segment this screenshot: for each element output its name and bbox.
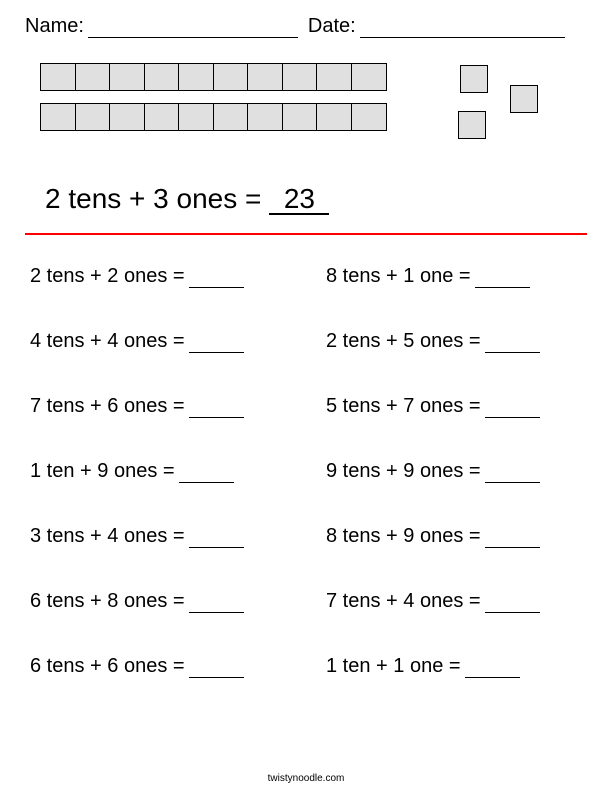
problem: 5 tens + 7 ones = — [326, 395, 582, 418]
name-field: Name: — [25, 15, 298, 38]
tens-strips — [40, 63, 387, 143]
problems-grid: 2 tens + 2 ones = 8 tens + 1 one = 4 tens … — [25, 265, 587, 678]
tens-cell — [282, 63, 318, 91]
ones-box — [458, 111, 486, 139]
problem: 6 tens + 8 ones = — [30, 590, 286, 613]
answer-blank[interactable] — [485, 530, 540, 548]
problem-text: 1 ten + 9 ones = — [30, 460, 175, 483]
problem-text: 9 tens + 9 ones = — [326, 460, 481, 483]
problem-text: 7 tens + 6 ones = — [30, 395, 185, 418]
tens-cell — [213, 103, 249, 131]
problem: 6 tens + 6 ones = — [30, 655, 286, 678]
tens-cell — [144, 103, 180, 131]
answer-blank[interactable] — [485, 595, 540, 613]
footer-credit: twistynoodle.com — [0, 773, 612, 784]
problem: 8 tens + 9 ones = — [326, 525, 582, 548]
date-field: Date: — [308, 15, 565, 38]
answer-blank[interactable] — [189, 660, 244, 678]
problem: 1 ten + 1 one = — [326, 655, 582, 678]
tens-cell — [75, 63, 111, 91]
tens-cell — [178, 63, 214, 91]
problem-text: 8 tens + 1 one = — [326, 265, 471, 288]
tens-cell — [282, 103, 318, 131]
tens-strip — [40, 63, 387, 91]
tens-cell — [40, 103, 76, 131]
tens-cell — [144, 63, 180, 91]
problem: 3 tens + 4 ones = — [30, 525, 286, 548]
problem-text: 1 ten + 1 one = — [326, 655, 461, 678]
problem: 8 tens + 1 one = — [326, 265, 582, 288]
tens-cell — [178, 103, 214, 131]
answer-blank[interactable] — [189, 270, 244, 288]
problem-text: 6 tens + 8 ones = — [30, 590, 185, 613]
answer-blank[interactable] — [485, 335, 540, 353]
problem: 9 tens + 9 ones = — [326, 460, 582, 483]
header-row: Name: Date: — [25, 15, 587, 38]
tens-cell — [109, 103, 145, 131]
tens-cell — [213, 63, 249, 91]
ones-box — [460, 65, 488, 93]
answer-blank[interactable] — [485, 400, 540, 418]
problem: 7 tens + 6 ones = — [30, 395, 286, 418]
tens-cell — [316, 63, 352, 91]
date-input-line[interactable] — [360, 18, 565, 38]
tens-cell — [247, 63, 283, 91]
answer-blank[interactable] — [189, 595, 244, 613]
problem-text: 8 tens + 9 ones = — [326, 525, 481, 548]
date-label: Date: — [308, 15, 356, 38]
problem-text: 4 tens + 4 ones = — [30, 330, 185, 353]
answer-blank[interactable] — [189, 335, 244, 353]
divider — [25, 233, 587, 235]
answer-blank[interactable] — [475, 270, 530, 288]
answer-blank[interactable] — [189, 400, 244, 418]
answer-blank[interactable] — [179, 465, 234, 483]
tens-strip — [40, 103, 387, 131]
problem-text: 7 tens + 4 ones = — [326, 590, 481, 613]
ones-box — [510, 85, 538, 113]
problem-text: 3 tens + 4 ones = — [30, 525, 185, 548]
example-area — [40, 63, 587, 178]
tens-cell — [316, 103, 352, 131]
problem-text: 6 tens + 6 ones = — [30, 655, 185, 678]
problem: 2 tens + 5 ones = — [326, 330, 582, 353]
tens-cell — [40, 63, 76, 91]
tens-cell — [109, 63, 145, 91]
name-input-line[interactable] — [88, 18, 298, 38]
tens-cell — [247, 103, 283, 131]
example-equation-text: 2 tens + 3 ones = — [45, 183, 261, 215]
ones-group — [450, 63, 580, 153]
answer-blank[interactable] — [485, 465, 540, 483]
problem-text: 5 tens + 7 ones = — [326, 395, 481, 418]
problem-text: 2 tens + 5 ones = — [326, 330, 481, 353]
name-label: Name: — [25, 15, 84, 38]
answer-blank[interactable] — [189, 530, 244, 548]
example-equation: 2 tens + 3 ones = 23 — [45, 183, 587, 215]
problem: 4 tens + 4 ones = — [30, 330, 286, 353]
tens-cell — [75, 103, 111, 131]
tens-cell — [351, 103, 387, 131]
tens-cell — [351, 63, 387, 91]
example-answer: 23 — [269, 185, 329, 215]
problem: 2 tens + 2 ones = — [30, 265, 286, 288]
problem-text: 2 tens + 2 ones = — [30, 265, 185, 288]
problem: 1 ten + 9 ones = — [30, 460, 286, 483]
answer-blank[interactable] — [465, 660, 520, 678]
problem: 7 tens + 4 ones = — [326, 590, 582, 613]
